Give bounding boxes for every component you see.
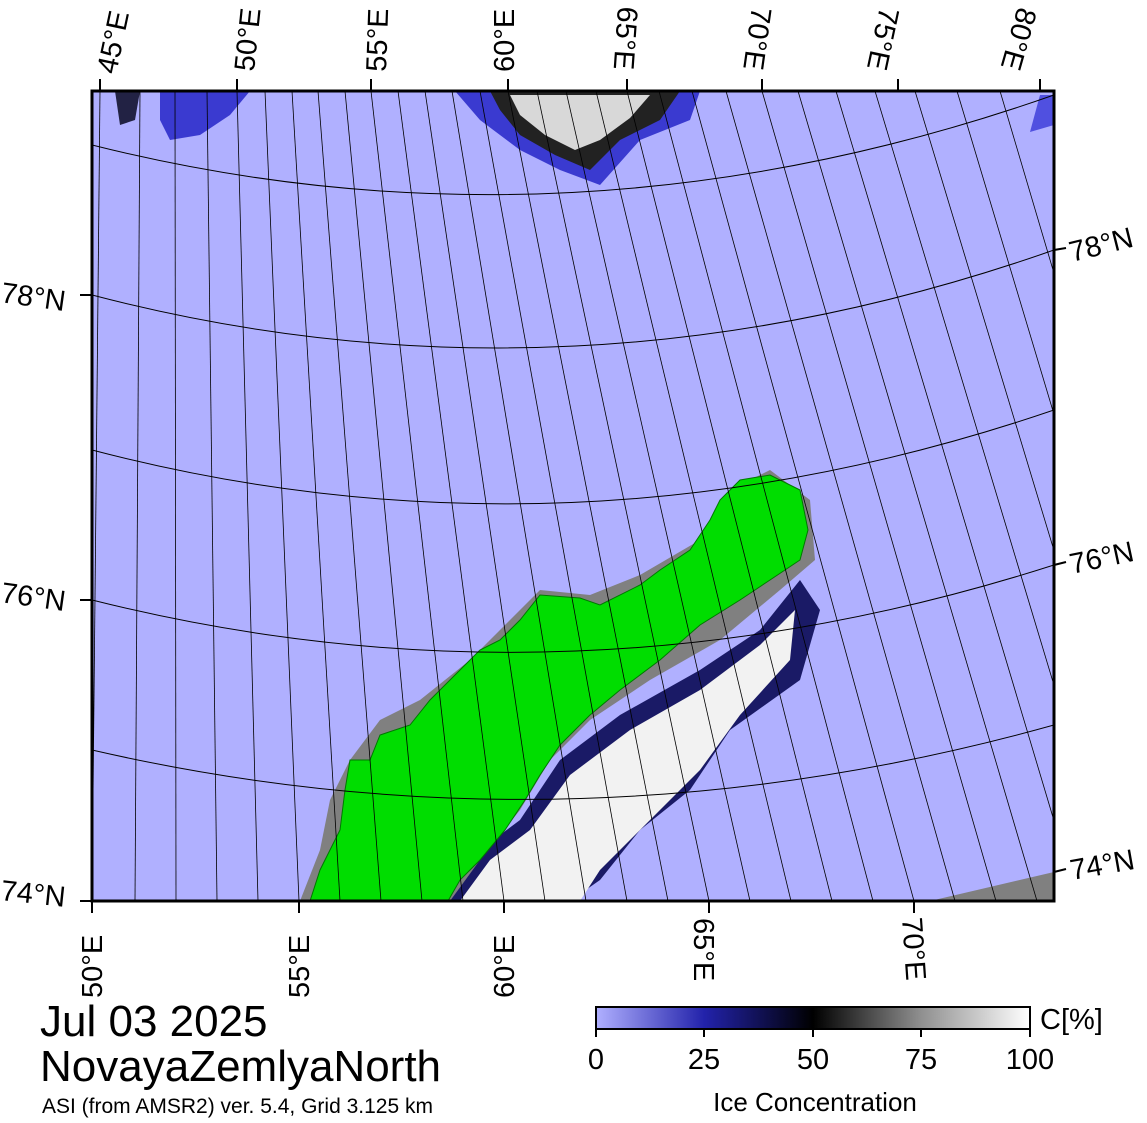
ice-edge-top-right xyxy=(1030,95,1054,132)
left-lat-label: 74°N xyxy=(0,875,67,914)
top-lon-label: 55°E xyxy=(361,8,395,72)
top-lon-label: 75°E xyxy=(860,5,904,73)
colorbar-tick-label: 100 xyxy=(1005,1044,1055,1076)
top-lon-label: 60°E xyxy=(489,9,521,72)
bottom-lon-label: 60°E xyxy=(489,935,521,998)
ice-edge-top-left-2 xyxy=(160,91,250,140)
left-lat-labels: 78°N 76°N 74°N xyxy=(0,277,68,913)
region-name: NovayaZemlyaNorth xyxy=(40,1042,442,1091)
map-frame xyxy=(90,89,1056,903)
bottom-lon-label: 55°E xyxy=(284,935,316,998)
colorbar-unit: C[%] xyxy=(1040,1004,1103,1036)
novaya-zemlya-land xyxy=(309,474,809,901)
top-lon-label: 70°E xyxy=(736,5,776,72)
right-lat-label: 74°N xyxy=(1068,844,1137,887)
colorbar-ticks xyxy=(595,1029,1031,1037)
map-date: Jul 03 2025 xyxy=(40,997,268,1046)
right-lat-label: 76°N xyxy=(1067,536,1137,581)
graticule xyxy=(92,94,1054,800)
top-lon-label: 80°E xyxy=(994,4,1042,74)
colorbar-tick-label: 50 xyxy=(796,1044,830,1076)
ice-patch-top-inner xyxy=(510,95,650,150)
left-lat-label: 78°N xyxy=(0,277,68,318)
sea-ice-map: 45°E 50°E 55°E 60°E 65°E 70°E 75°E 80°E … xyxy=(0,4,1137,998)
left-lat-label: 76°N xyxy=(0,577,68,618)
top-lon-labels: 45°E 50°E 55°E 60°E 65°E 70°E 75°E 80°E xyxy=(92,4,1042,76)
bottom-lon-label: 50°E xyxy=(77,935,109,998)
colorbar xyxy=(595,1006,1031,1037)
right-lat-label: 78°N xyxy=(1066,222,1137,269)
data-source: ASI (from AMSR2) ver. 5.4, Grid 3.125 km xyxy=(42,1095,433,1118)
bottom-lon-labels: 50°E 55°E 60°E 65°E 70°E xyxy=(77,916,931,998)
bottom-lon-label: 65°E xyxy=(687,918,719,981)
right-lat-labels: 78°N 76°N 74°N xyxy=(1066,222,1137,887)
ice-edge-top-left xyxy=(115,91,140,125)
top-lon-label: 65°E xyxy=(607,6,643,71)
top-lon-label: 45°E xyxy=(92,8,136,76)
bottom-lon-label: 70°E xyxy=(895,916,931,981)
colorbar-title: Ice Concentration xyxy=(713,1087,917,1117)
colorbar-tick-label: 0 xyxy=(587,1044,605,1076)
top-lon-label: 50°E xyxy=(229,7,267,73)
colorbar-gradient xyxy=(595,1006,1031,1030)
frame-ticks xyxy=(80,79,1067,913)
meridians xyxy=(92,91,1054,901)
ice-pack-kara xyxy=(460,610,795,901)
colorbar-tick-label: 75 xyxy=(904,1044,938,1076)
colorbar-tick-label: 25 xyxy=(687,1044,721,1076)
